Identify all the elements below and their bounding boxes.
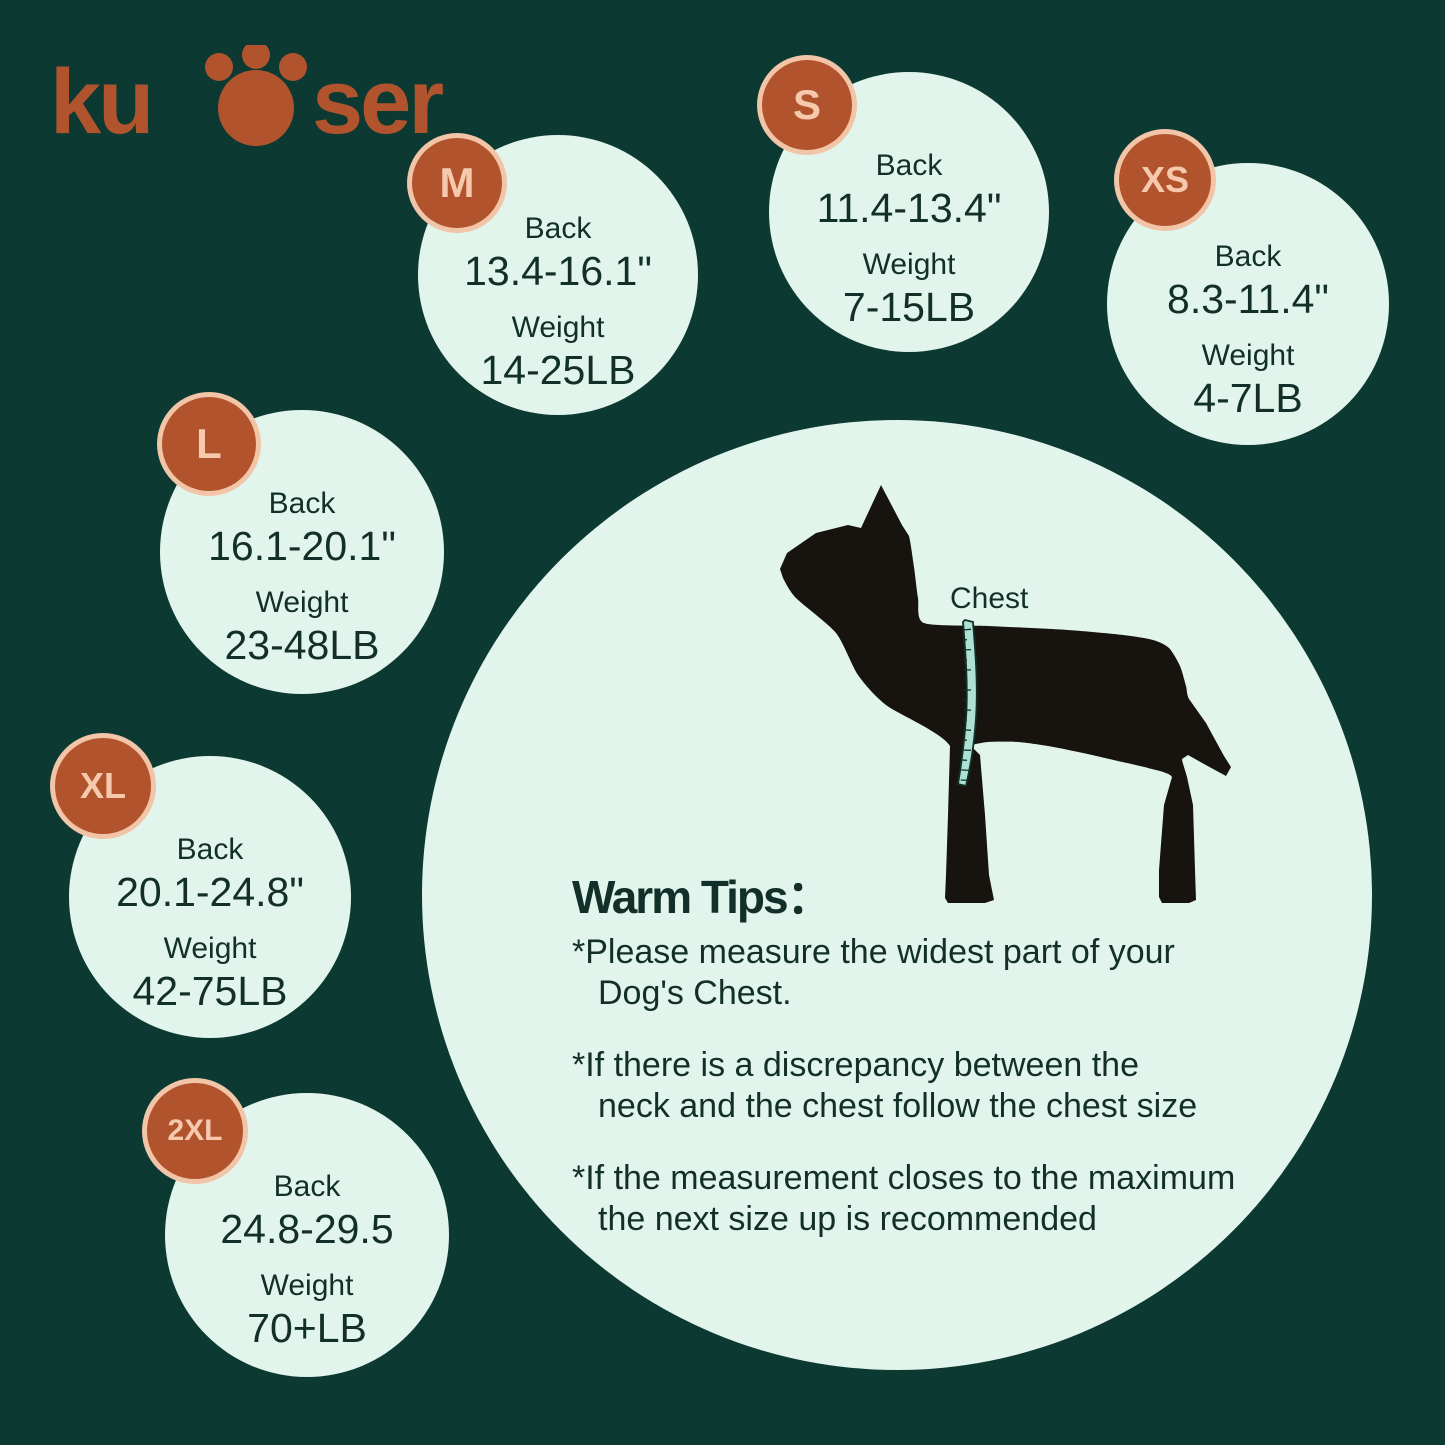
svg-text:ku: ku bbox=[50, 51, 151, 153]
